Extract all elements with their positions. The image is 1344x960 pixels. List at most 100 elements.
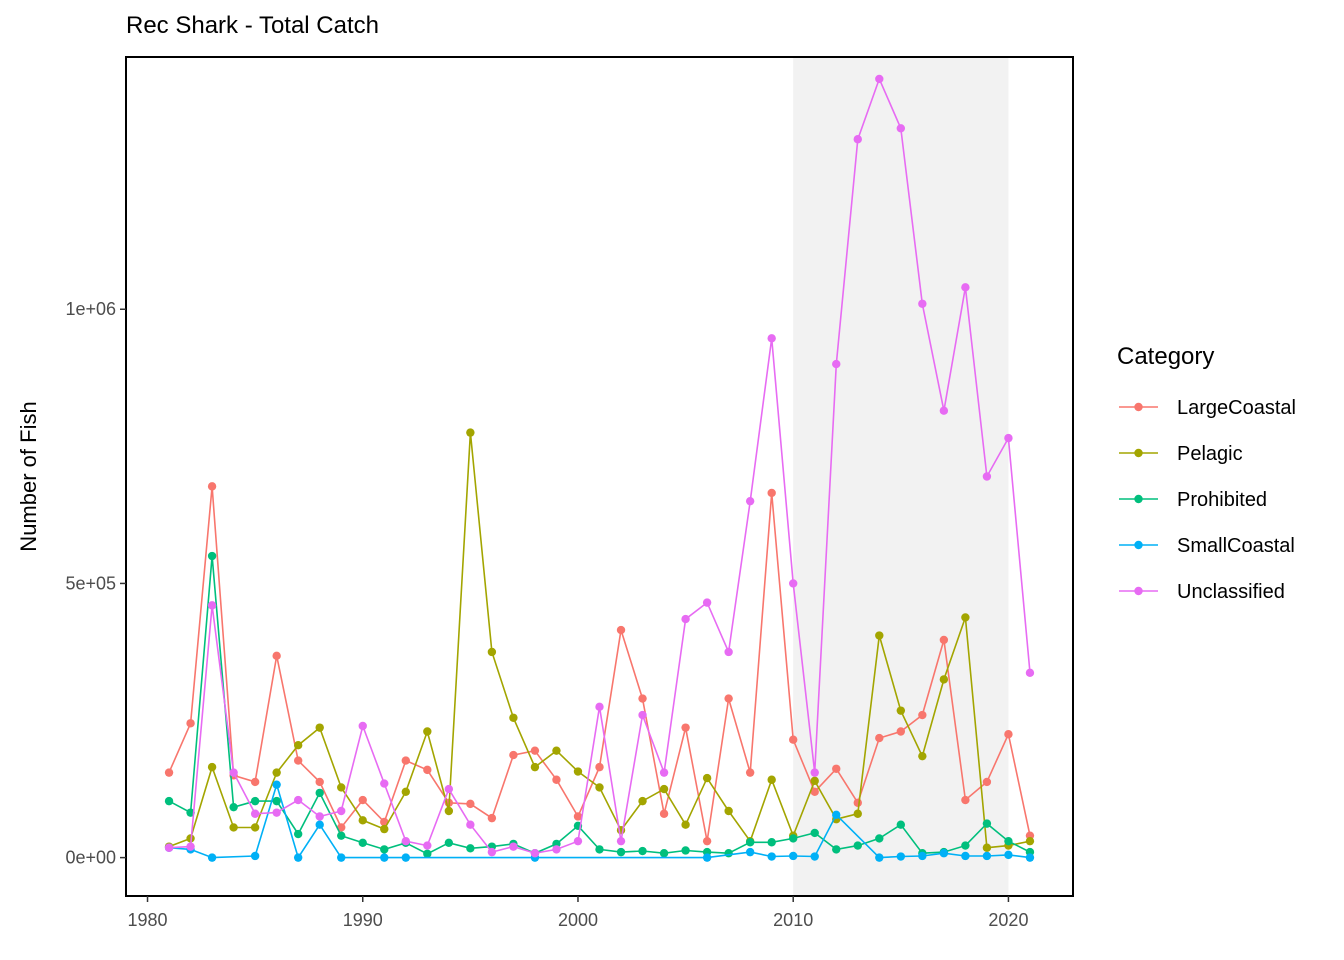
- data-point-smallcoastal: [315, 820, 324, 829]
- data-point-largecoastal: [509, 750, 518, 760]
- data-point-pelagic: [380, 824, 389, 834]
- data-point-prohibited: [810, 828, 819, 838]
- series-unclassified: [164, 74, 1035, 858]
- data-point-largecoastal: [487, 813, 497, 823]
- data-point-unclassified: [272, 808, 281, 817]
- legend-item-smallcoastal: SmallCoastal: [1119, 535, 1295, 557]
- legend-item-pelagic: Pelagic: [1119, 443, 1243, 465]
- data-point-unclassified: [207, 601, 217, 610]
- data-point-unclassified: [466, 820, 475, 829]
- data-point-pelagic: [724, 806, 733, 816]
- data-point-largecoastal: [982, 777, 992, 787]
- data-point-largecoastal: [745, 768, 755, 777]
- data-point-prohibited: [423, 849, 432, 858]
- data-point-unclassified: [509, 842, 518, 851]
- legend-item-prohibited: Prohibited: [1119, 489, 1267, 511]
- data-point-pelagic: [487, 647, 497, 657]
- legend-title: Category: [1117, 343, 1214, 370]
- x-tick-label: 2000: [558, 910, 598, 930]
- data-point-unclassified: [767, 334, 776, 343]
- data-point-prohibited: [832, 845, 841, 854]
- data-point-smallcoastal: [982, 851, 992, 861]
- data-point-smallcoastal: [1025, 853, 1035, 862]
- data-point-pelagic: [961, 613, 970, 622]
- data-point-largecoastal: [207, 482, 217, 491]
- data-point-pelagic: [595, 783, 604, 792]
- data-point-prohibited: [853, 841, 862, 850]
- legend: Category LargeCoastal Pelagic Prohibited Sma…: [1117, 343, 1296, 603]
- data-point-largecoastal: [724, 694, 733, 703]
- data-point-prohibited: [207, 551, 217, 561]
- x-tick-label: 1990: [343, 910, 383, 930]
- data-point-unclassified: [638, 710, 647, 720]
- data-point-unclassified: [595, 702, 604, 712]
- data-point-pelagic: [207, 762, 217, 772]
- data-point-pelagic: [337, 783, 346, 792]
- data-point-pelagic: [875, 631, 884, 640]
- data-point-unclassified: [293, 795, 303, 805]
- data-point-unclassified: [186, 842, 195, 851]
- data-point-prohibited: [961, 841, 970, 850]
- data-point-pelagic: [272, 768, 281, 777]
- series-largecoastal: [164, 482, 1035, 846]
- data-point-largecoastal: [896, 727, 906, 736]
- data-point-pelagic: [1025, 836, 1035, 846]
- data-point-unclassified: [573, 836, 583, 846]
- data-point-largecoastal: [401, 756, 410, 765]
- data-point-pelagic: [509, 713, 518, 722]
- data-point-smallcoastal: [272, 780, 281, 789]
- data-point-smallcoastal: [380, 853, 389, 862]
- data-point-unclassified: [164, 843, 174, 852]
- data-point-smallcoastal: [337, 853, 346, 862]
- legend-key-point: [1134, 402, 1143, 412]
- data-point-unclassified: [939, 406, 949, 415]
- data-point-unclassified: [745, 496, 755, 506]
- data-point-pelagic: [767, 775, 776, 784]
- data-point-largecoastal: [659, 809, 669, 818]
- data-point-smallcoastal: [293, 853, 303, 862]
- data-point-pelagic: [530, 762, 540, 772]
- data-point-pelagic: [896, 706, 906, 715]
- data-point-pelagic: [853, 809, 862, 818]
- data-point-pelagic: [401, 787, 410, 797]
- x-tick-label: 2020: [988, 910, 1028, 930]
- data-point-largecoastal: [250, 777, 260, 787]
- data-point-pelagic: [444, 806, 454, 816]
- data-point-largecoastal: [789, 735, 798, 744]
- data-point-unclassified: [401, 836, 410, 846]
- data-point-prohibited: [659, 849, 669, 858]
- data-point-smallcoastal: [702, 853, 712, 862]
- data-point-prohibited: [380, 845, 389, 854]
- data-point-smallcoastal: [896, 852, 906, 861]
- data-point-largecoastal: [595, 762, 604, 772]
- data-point-largecoastal: [466, 799, 475, 809]
- legend-key-point: [1134, 540, 1143, 550]
- panel-border: [125, 56, 1074, 897]
- data-point-pelagic: [982, 843, 992, 852]
- data-point-pelagic: [293, 740, 303, 750]
- data-point-prohibited: [616, 847, 626, 857]
- data-point-largecoastal: [939, 635, 949, 645]
- data-point-unclassified: [961, 283, 970, 292]
- data-point-pelagic: [659, 784, 669, 794]
- data-point-prohibited: [875, 834, 884, 843]
- y-tick-label: 0e+00: [65, 848, 116, 868]
- data-point-unclassified: [380, 779, 389, 788]
- data-point-unclassified: [358, 721, 367, 731]
- series-layer: [164, 74, 1035, 862]
- data-point-largecoastal: [616, 625, 626, 635]
- data-point-prohibited: [745, 838, 755, 847]
- data-point-pelagic: [681, 820, 690, 829]
- data-point-unclassified: [724, 647, 733, 657]
- legend-key-point: [1134, 448, 1143, 458]
- data-point-largecoastal: [186, 719, 195, 728]
- data-point-unclassified: [315, 812, 324, 821]
- legend-label: LargeCoastal: [1177, 397, 1296, 419]
- data-point-pelagic: [315, 723, 324, 732]
- data-point-prohibited: [444, 838, 454, 848]
- legend-label: Prohibited: [1177, 489, 1267, 511]
- data-point-smallcoastal: [789, 851, 798, 861]
- data-point-largecoastal: [293, 756, 303, 765]
- data-point-largecoastal: [918, 710, 927, 720]
